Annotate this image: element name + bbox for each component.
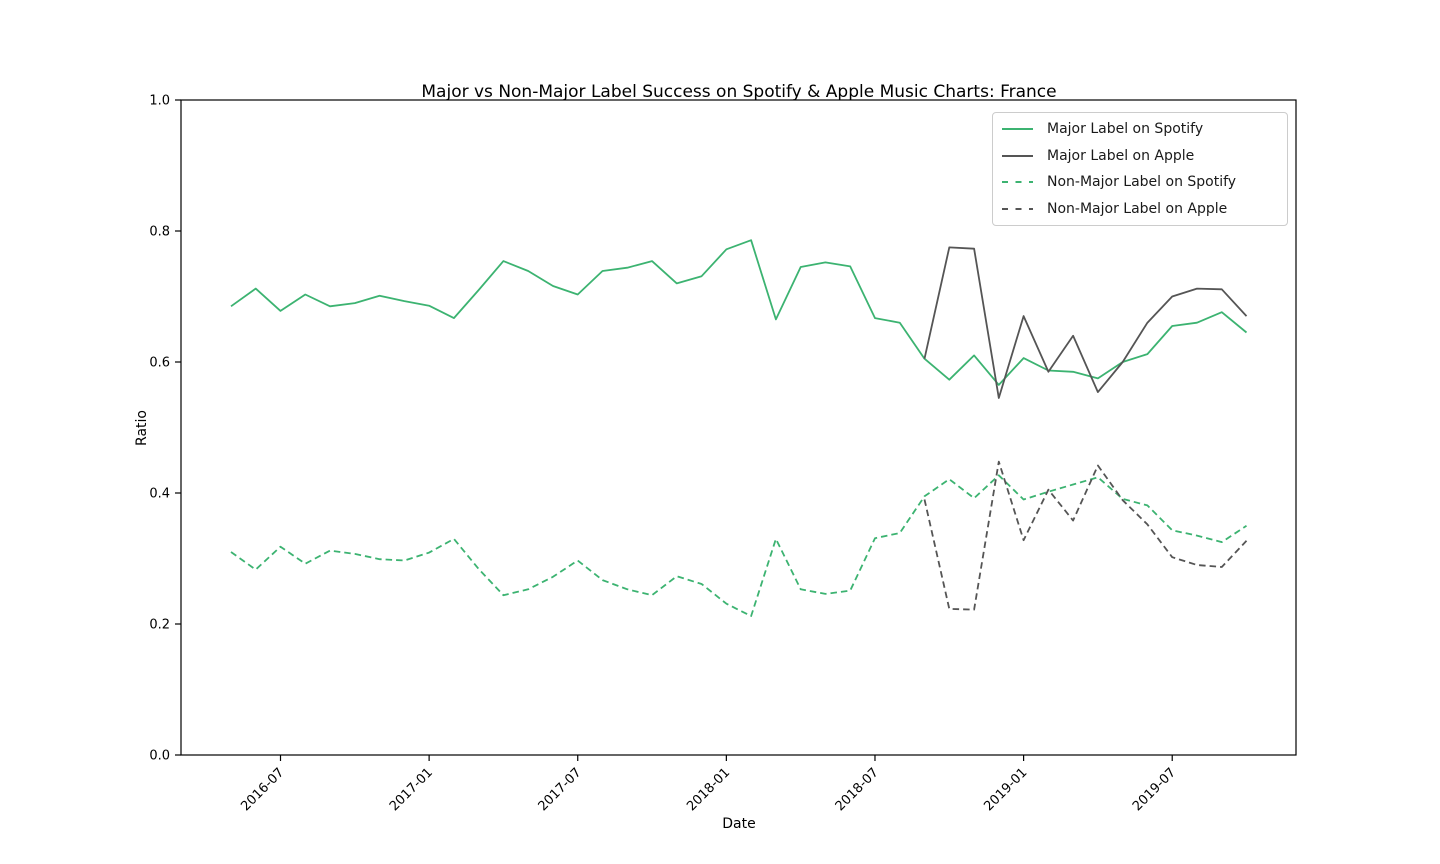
- legend-item-label: Non-Major Label on Spotify: [1047, 174, 1237, 191]
- x-tick-label: 2018-01: [684, 765, 733, 814]
- legend-item: Non-Major Label on Apple: [1001, 196, 1279, 223]
- y-tick-label: 0.6: [149, 356, 170, 371]
- legend-line-sample-icon: [1002, 207, 1033, 210]
- legend: Major Label on Spotify Major Label on App…: [992, 112, 1288, 226]
- legend-item-label: Major Label on Spotify: [1047, 121, 1204, 138]
- legend-item: Non-Major Label on Spotify: [1001, 169, 1279, 196]
- series-line-major-spotify: [230, 239, 1248, 386]
- legend-item: Major Label on Spotify: [1001, 116, 1279, 143]
- chart-title: Major vs Non-Major Label Success on Spot…: [421, 82, 1057, 102]
- x-tick-label: 2018-07: [833, 765, 882, 814]
- series-line-nonmajor-spotify: [230, 474, 1247, 617]
- legend-item-label: Non-Major Label on Apple: [1047, 200, 1228, 217]
- legend-line-sample-icon: [1002, 181, 1033, 184]
- x-tick-label: 2017-01: [387, 765, 436, 814]
- legend-line-sample-icon: [1002, 128, 1033, 131]
- series-line-major-apple: [923, 246, 1248, 399]
- x-tick-label: 2016-07: [238, 765, 287, 814]
- legend-line-sample-icon: [1002, 154, 1033, 157]
- y-tick-label: 0.4: [149, 487, 170, 502]
- series-line-nonmajor-apple: [923, 460, 1248, 611]
- plot-frame: [180, 99, 1297, 756]
- legend-item: Major Label on Apple: [1001, 143, 1279, 170]
- y-tick-label: 1.0: [149, 94, 170, 109]
- x-tick-label: 2019-01: [981, 765, 1030, 814]
- legend-item-label: Major Label on Apple: [1047, 147, 1195, 164]
- y-tick-label: 0.8: [149, 225, 170, 240]
- y-axis-label: Ratio: [134, 410, 150, 446]
- x-tick-label: 2019-07: [1130, 765, 1179, 814]
- x-axis-label: Date: [722, 816, 756, 832]
- y-tick-label: 0.2: [149, 618, 170, 633]
- x-tick-label: 2017-07: [536, 765, 585, 814]
- y-tick-label: 0.0: [149, 749, 170, 764]
